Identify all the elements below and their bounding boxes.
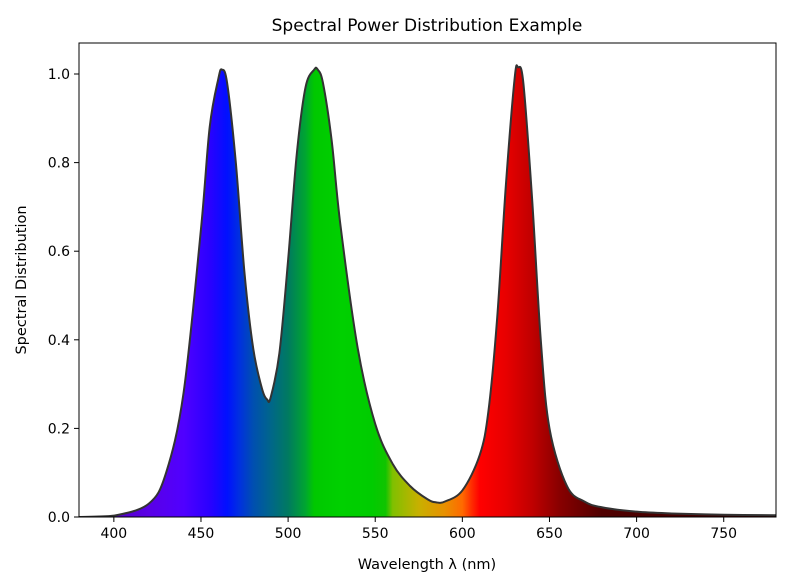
y-tick-label: 0.2: [48, 421, 70, 437]
spectrum-area: [79, 65, 776, 517]
spectrum-line: [79, 64, 776, 517]
chart-title: Spectral Power Distribution Example: [272, 16, 583, 36]
x-tick-label: 700: [623, 526, 650, 542]
x-axis-label: Wavelength λ (nm): [358, 557, 496, 573]
plot-frame: [78, 42, 777, 518]
x-axis-ticks: 400 450 500 550 600 650 700 750: [100, 517, 737, 542]
plot-area: [79, 64, 776, 517]
y-tick-label: 1.0: [48, 67, 70, 83]
y-tick-label: 0.0: [48, 510, 70, 526]
y-axis-label: Spectral Distribution: [14, 205, 30, 354]
x-tick-label: 600: [449, 526, 476, 542]
y-tick-label: 0.6: [48, 244, 70, 260]
x-tick-label: 650: [536, 526, 563, 542]
x-tick-label: 750: [710, 526, 737, 542]
x-tick-label: 400: [100, 526, 127, 542]
x-tick-label: 500: [275, 526, 302, 542]
x-tick-label: 450: [188, 526, 215, 542]
y-axis-ticks: 0.0 0.2 0.4 0.6 0.8 1.0: [48, 67, 79, 526]
y-tick-label: 0.8: [48, 156, 70, 172]
x-tick-label: 550: [362, 526, 389, 542]
y-tick-label: 0.4: [48, 333, 70, 349]
